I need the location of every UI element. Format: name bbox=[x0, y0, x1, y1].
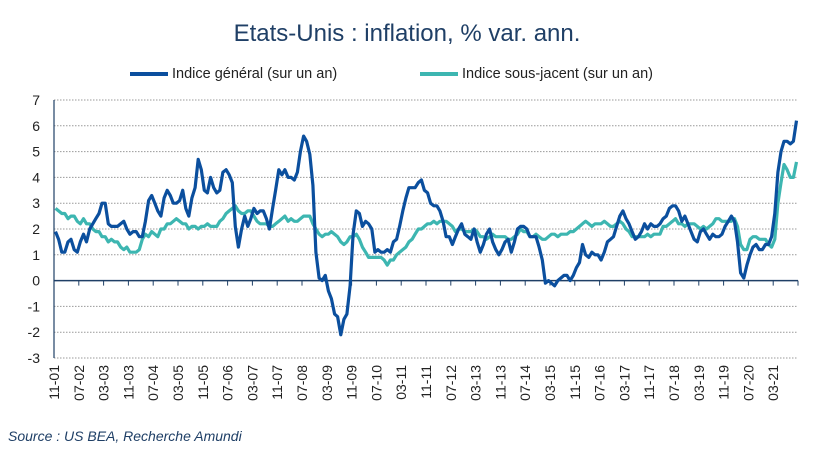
legend-label-core: Indice sous-jacent (sur un an) bbox=[462, 66, 654, 82]
x-tick-label: 03-13 bbox=[468, 365, 484, 401]
x-tick-label: 11-01 bbox=[46, 365, 62, 400]
x-tick-label: 03-17 bbox=[616, 365, 632, 401]
x-tick-label: 07-04 bbox=[145, 365, 161, 401]
x-tick-label: 03-21 bbox=[765, 365, 781, 401]
x-tick-label: 07-20 bbox=[740, 365, 756, 401]
x-tick-label: 07-08 bbox=[294, 365, 310, 401]
y-tick-label: -3 bbox=[28, 350, 41, 366]
y-tick-label: 7 bbox=[32, 92, 40, 108]
x-tick-label: 07-10 bbox=[368, 365, 384, 401]
source-note: Source : US BEA, Recherche Amundi bbox=[8, 428, 242, 444]
legend-label-headline: Indice général (sur un an) bbox=[172, 66, 338, 82]
y-tick-label: 3 bbox=[32, 195, 40, 211]
y-tick-label: -1 bbox=[28, 298, 41, 314]
x-tick-label: 11-17 bbox=[641, 365, 657, 400]
x-tick-label: 03-15 bbox=[542, 365, 558, 401]
series-line-core bbox=[54, 161, 799, 267]
y-tick-label: 2 bbox=[32, 221, 40, 237]
x-tick-label: 11-05 bbox=[195, 365, 211, 400]
series-line-headline bbox=[54, 120, 799, 337]
legend-swatch-core bbox=[420, 72, 458, 76]
x-tick-label: 07-16 bbox=[592, 365, 608, 401]
x-tick-label: 11-09 bbox=[344, 365, 360, 400]
x-tick-label: 07-18 bbox=[666, 365, 682, 401]
x-tick-label: 03-09 bbox=[319, 365, 335, 401]
x-tick-label: 11-15 bbox=[567, 365, 583, 400]
x-tick-label: 03-11 bbox=[393, 365, 409, 400]
y-tick-label: 4 bbox=[32, 169, 40, 185]
x-tick-label: 03-07 bbox=[244, 365, 260, 401]
x-tick-label: 03-19 bbox=[691, 365, 707, 401]
x-tick-label: 07-12 bbox=[443, 365, 459, 401]
x-tick-label: 07-14 bbox=[517, 365, 533, 401]
x-tick-label: 11-07 bbox=[269, 365, 285, 400]
legend-swatch-headline bbox=[130, 72, 168, 76]
y-tick-label: 6 bbox=[32, 118, 40, 134]
legend-item-headline: Indice général (sur un an) bbox=[130, 66, 337, 82]
x-tick-label: 11-03 bbox=[120, 365, 136, 400]
y-tick-label: 0 bbox=[32, 273, 40, 289]
y-tick-label: -2 bbox=[28, 324, 41, 340]
x-tick-label: 03-03 bbox=[96, 365, 112, 401]
y-tick-label: 5 bbox=[32, 144, 40, 160]
x-tick-label: 11-11 bbox=[418, 365, 434, 399]
x-tick-label: 11-13 bbox=[492, 365, 508, 400]
legend-item-core: Indice sous-jacent (sur un an) bbox=[420, 66, 653, 82]
y-tick-label: 1 bbox=[32, 247, 40, 263]
x-tick-label: 07-06 bbox=[220, 365, 236, 401]
chart-title: Etats-Unis : inflation, % var. ann. bbox=[233, 20, 581, 47]
x-tick-label: 11-19 bbox=[716, 365, 732, 400]
x-tick-label: 07-02 bbox=[71, 365, 87, 401]
x-tick-label: 03-05 bbox=[170, 365, 186, 401]
